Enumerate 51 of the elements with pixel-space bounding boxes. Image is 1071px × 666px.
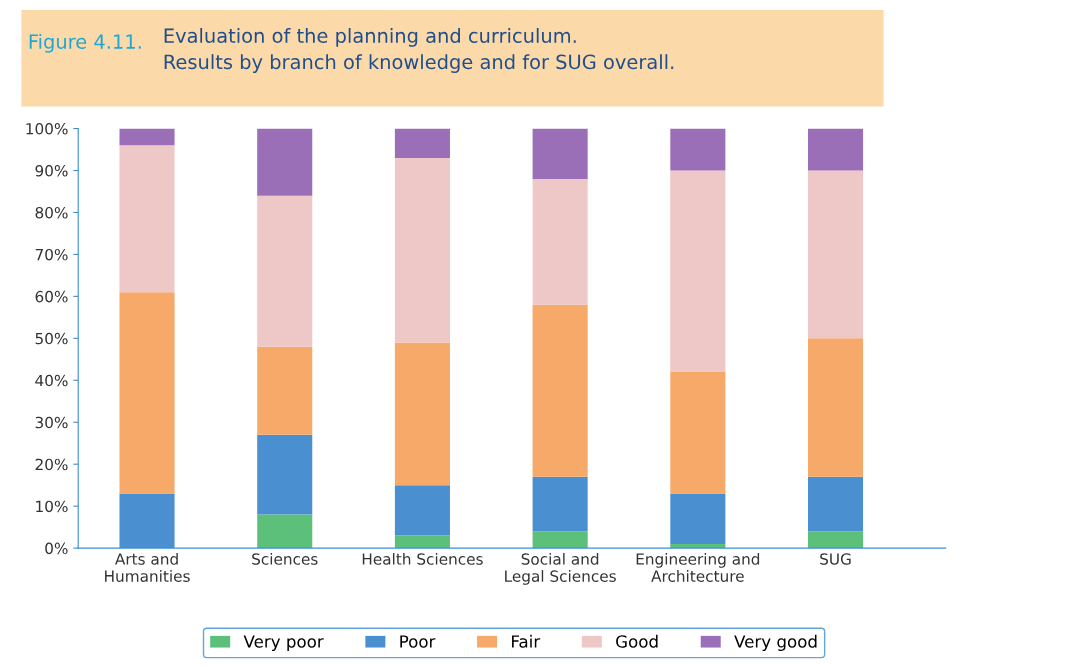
legend-label: Poor: [400, 635, 436, 648]
chart-subtitle: Evaluation of the planning and curriculum. Results by branch of knowledge and for SUG overall.: [164, 27, 674, 73]
bar: [257, 195, 313, 347]
bar: [532, 304, 588, 477]
x-tick-label: Social and Legal Sciences: [505, 552, 616, 585]
bar: [807, 128, 864, 171]
y-tick-label: 0%: [45, 542, 68, 555]
bar: [670, 493, 726, 544]
bar: [532, 476, 588, 532]
y-tick-label: 50%: [35, 332, 68, 345]
bar: [670, 170, 726, 372]
bar: [807, 476, 864, 532]
bar: [119, 292, 175, 494]
y-tick-label: 40%: [35, 374, 68, 387]
bar: [119, 493, 175, 549]
bar: [119, 128, 175, 146]
y-tick-label: 90%: [35, 164, 68, 177]
x-tick-label: Engineering and Architecture: [636, 552, 760, 582]
bar: [670, 371, 726, 494]
y-tick-label: 60%: [35, 290, 68, 303]
bar: [807, 338, 864, 477]
x-tick-label: SUG: [820, 553, 851, 565]
bar: [532, 531, 588, 549]
y-tick-label: 10%: [36, 500, 68, 513]
bar: [670, 128, 726, 171]
bar: [807, 170, 864, 339]
bar: [257, 128, 313, 196]
legend-label: Fair: [512, 634, 541, 648]
bar: [394, 157, 450, 343]
y-tick-label: 20%: [35, 458, 68, 471]
legend-label: Very good: [734, 634, 817, 651]
bar: [532, 178, 588, 305]
x-tick-label: Health Sciences: [362, 552, 483, 565]
bar: [119, 145, 175, 293]
x-tick-label: Sciences: [252, 552, 318, 565]
legend-label: Very poor: [243, 635, 324, 651]
bar: [257, 434, 313, 515]
chart-title: Figure 4.11.: [29, 33, 141, 53]
y-tick-label: 70%: [35, 248, 68, 261]
y-tick-label: 80%: [35, 206, 68, 219]
bar: [394, 128, 450, 158]
bar: [257, 346, 313, 435]
bar: [394, 485, 450, 536]
bar: [532, 128, 588, 179]
bar: [394, 342, 450, 486]
x-tick-label: Arts and Humanities: [105, 552, 190, 582]
y-tick-label: 100%: [26, 123, 68, 135]
bar: [807, 531, 864, 549]
legend-label: Good: [616, 634, 658, 648]
bar: [257, 514, 313, 549]
y-tick-label: 30%: [35, 416, 68, 429]
